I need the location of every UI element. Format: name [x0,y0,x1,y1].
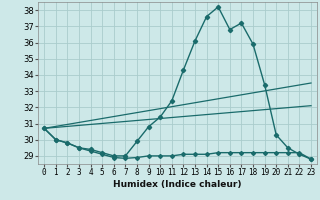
X-axis label: Humidex (Indice chaleur): Humidex (Indice chaleur) [113,180,242,189]
